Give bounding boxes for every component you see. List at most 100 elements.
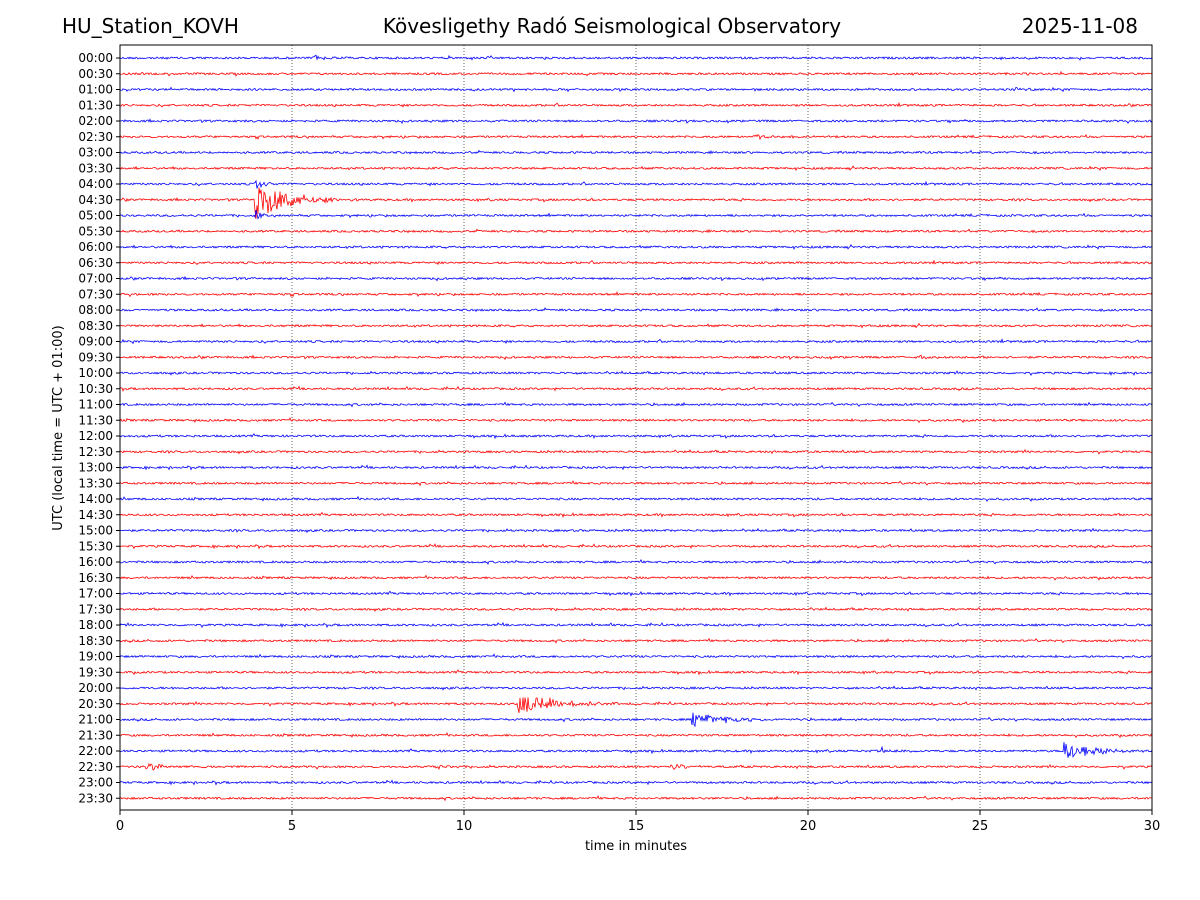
y-axis-label: UTC (local time = UTC + 01:00) bbox=[51, 325, 66, 530]
trace-0330 bbox=[119, 165, 1153, 172]
trace-1500 bbox=[119, 527, 1153, 534]
trace-0430 bbox=[119, 187, 1153, 219]
y-tick-label: 06:00 bbox=[78, 240, 113, 254]
y-tick-label: 20:30 bbox=[78, 697, 113, 711]
trace-1430 bbox=[119, 511, 1153, 519]
trace-1830 bbox=[119, 637, 1153, 644]
trace-0230 bbox=[119, 133, 1153, 141]
trace-0000 bbox=[119, 54, 1153, 61]
trace-0800 bbox=[119, 307, 1153, 313]
trace-0730 bbox=[119, 291, 1153, 298]
x-axis-label: time in minutes bbox=[585, 839, 687, 854]
trace-0900 bbox=[119, 338, 1153, 345]
y-tick-label: 23:00 bbox=[78, 776, 113, 790]
trace-1030 bbox=[119, 385, 1153, 392]
trace-2230 bbox=[119, 762, 1153, 771]
trace-0830 bbox=[119, 322, 1153, 329]
trace-0600 bbox=[119, 244, 1153, 250]
trace-2000 bbox=[119, 685, 1153, 691]
y-tick-label: 19:30 bbox=[78, 665, 113, 679]
y-tick-label: 19:00 bbox=[78, 650, 113, 664]
trace-0200 bbox=[119, 118, 1153, 124]
trace-0700 bbox=[119, 275, 1153, 282]
y-tick-label: 09:00 bbox=[78, 335, 113, 349]
y-tick-label: 22:00 bbox=[78, 744, 113, 758]
y-tick-label: 07:00 bbox=[78, 272, 113, 286]
y-tick-label: 08:30 bbox=[78, 319, 113, 333]
y-tick-label: 11:30 bbox=[78, 413, 113, 427]
trace-1000 bbox=[119, 370, 1153, 377]
trace-1400 bbox=[119, 495, 1153, 502]
y-tick-label: 21:00 bbox=[78, 713, 113, 727]
trace-1800 bbox=[119, 621, 1153, 629]
trace-2300 bbox=[119, 779, 1153, 786]
trace-1230 bbox=[119, 448, 1153, 455]
y-tick-label: 21:30 bbox=[78, 728, 113, 742]
x-tick-label: 0 bbox=[116, 819, 124, 834]
y-tick-label: 14:00 bbox=[78, 492, 113, 506]
x-tick-label: 20 bbox=[800, 819, 817, 834]
trace-0130 bbox=[119, 101, 1153, 108]
y-tick-label: 10:00 bbox=[78, 366, 113, 380]
trace-1730 bbox=[119, 606, 1153, 613]
y-tick-label: 12:00 bbox=[78, 429, 113, 443]
y-tick-label: 03:00 bbox=[78, 146, 113, 160]
y-tick-label: 13:00 bbox=[78, 461, 113, 475]
y-tick-label: 23:30 bbox=[78, 791, 113, 805]
y-tick-label: 18:30 bbox=[78, 634, 113, 648]
y-tick-label: 01:00 bbox=[78, 83, 113, 97]
trace-2030 bbox=[119, 697, 1153, 713]
y-tick-label: 13:30 bbox=[78, 476, 113, 490]
x-tick-label: 5 bbox=[288, 819, 296, 834]
grid-lines bbox=[291, 45, 981, 810]
plot-frame bbox=[119, 44, 1153, 811]
trace-1130 bbox=[119, 417, 1153, 424]
y-tick-label: 05:00 bbox=[78, 209, 113, 223]
chart-title: Kövesligethy Radó Seismological Observat… bbox=[382, 14, 842, 38]
y-tick-label: 02:30 bbox=[78, 130, 113, 144]
y-tick-label: 18:00 bbox=[78, 618, 113, 632]
y-tick-label: 11:00 bbox=[78, 398, 113, 412]
y-tick-label: 15:00 bbox=[78, 524, 113, 538]
y-tick-label: 01:30 bbox=[78, 98, 113, 112]
y-tick-label: 16:00 bbox=[78, 555, 113, 569]
y-tick-label: 08:00 bbox=[78, 303, 113, 317]
trace-1530 bbox=[119, 543, 1153, 550]
trace-0300 bbox=[119, 149, 1153, 155]
trace-0400 bbox=[119, 179, 1153, 189]
y-tick-label: 12:30 bbox=[78, 445, 113, 459]
chart-date: 2025-11-08 bbox=[1021, 14, 1138, 38]
y-tick-label: 04:30 bbox=[78, 193, 113, 207]
y-tick-label: 03:30 bbox=[78, 161, 113, 175]
trace-1330 bbox=[119, 480, 1153, 487]
trace-0030 bbox=[119, 70, 1153, 77]
trace-1600 bbox=[119, 558, 1153, 566]
trace-1900 bbox=[119, 653, 1153, 660]
y-tick-label: 17:00 bbox=[78, 587, 113, 601]
y-tick-label: 22:30 bbox=[78, 760, 113, 774]
trace-2100 bbox=[119, 712, 1153, 728]
y-tick-label: 05:30 bbox=[78, 224, 113, 238]
trace-1700 bbox=[119, 590, 1153, 597]
y-tick-label: 00:00 bbox=[78, 51, 113, 65]
y-tick-label: 15:30 bbox=[78, 539, 113, 553]
trace-2130 bbox=[119, 732, 1153, 739]
trace-0100 bbox=[119, 86, 1153, 93]
y-tick-label: 16:30 bbox=[78, 571, 113, 585]
y-tick-label: 06:30 bbox=[78, 256, 113, 270]
x-tick-label: 30 bbox=[1144, 819, 1161, 834]
x-axis: 0 5 10 15 20 25 30 bbox=[116, 810, 1160, 834]
trace-0630 bbox=[119, 259, 1153, 266]
trace-2200 bbox=[119, 742, 1153, 758]
y-tick-label: 17:30 bbox=[78, 602, 113, 616]
station-name: HU_Station_KOVH bbox=[62, 14, 239, 38]
y-tick-label: 07:30 bbox=[78, 287, 113, 301]
y-tick-label: 14:30 bbox=[78, 508, 113, 522]
trace-1630 bbox=[119, 574, 1153, 581]
y-tick-label: 10:30 bbox=[78, 382, 113, 396]
trace-2330 bbox=[119, 795, 1153, 802]
trace-0930 bbox=[119, 354, 1153, 361]
y-tick-label: 20:00 bbox=[78, 681, 113, 695]
x-tick-label: 10 bbox=[456, 819, 473, 834]
